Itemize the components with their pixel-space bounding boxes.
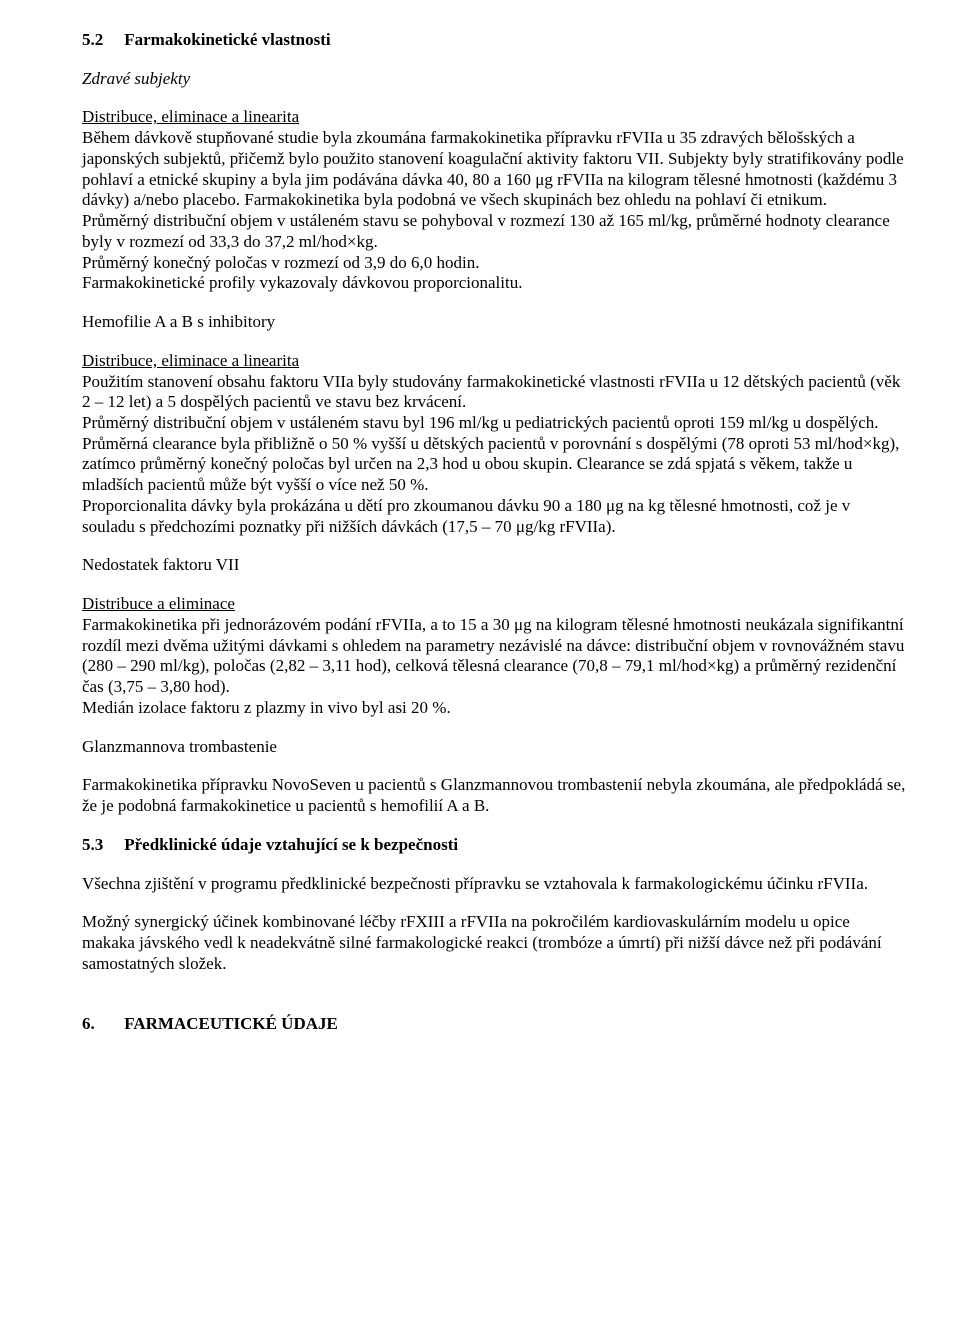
paragraph-text: Použitím stanovení obsahu faktoru VIIa b… bbox=[82, 372, 906, 413]
section-6-title: FARMACEUTICKÉ ÚDAJE bbox=[124, 1014, 338, 1033]
paragraph-text: Průměrný distribuční objem v ustáleném s… bbox=[82, 413, 906, 434]
zdrave-subjekty-heading: Zdravé subjekty bbox=[82, 69, 906, 90]
paragraph-text: Všechna zjištění v programu předklinické… bbox=[82, 874, 906, 895]
section-5-2-title: Farmakokinetické vlastnosti bbox=[124, 30, 330, 49]
nedostatek-heading: Nedostatek faktoru VII bbox=[82, 555, 906, 576]
distribuce-heading-3: Distribuce a eliminace bbox=[82, 594, 906, 615]
section-5-3-title: Předklinické údaje vztahující se k bezpe… bbox=[124, 835, 458, 854]
section-6-heading: 6. FARMACEUTICKÉ ÚDAJE bbox=[82, 1014, 906, 1035]
section-5-3-heading: 5.3 Předklinické údaje vztahující se k b… bbox=[82, 835, 906, 856]
section-5-3-number: 5.3 bbox=[82, 835, 120, 856]
paragraph-text: Během dávkově stupňované studie byla zko… bbox=[82, 128, 906, 211]
paragraph-text: Proporcionalita dávky byla prokázána u d… bbox=[82, 496, 906, 537]
hemofilie-heading: Hemofilie A a B s inhibitory bbox=[82, 312, 906, 333]
paragraph-text: Možný synergický účinek kombinované léčb… bbox=[82, 912, 906, 974]
paragraph-text: Farmakokinetika přípravku NovoSeven u pa… bbox=[82, 775, 906, 816]
distribuce-heading-1: Distribuce, eliminace a linearita bbox=[82, 107, 906, 128]
section-5-2-heading: 5.2 Farmakokinetické vlastnosti bbox=[82, 30, 906, 51]
paragraph-text: Medián izolace faktoru z plazmy in vivo … bbox=[82, 698, 906, 719]
paragraph-text: Farmakokinetika při jednorázovém podání … bbox=[82, 615, 906, 698]
section-5-2-number: 5.2 bbox=[82, 30, 120, 51]
section-6-number: 6. bbox=[82, 1014, 120, 1035]
glanzmann-heading: Glanzmannova trombastenie bbox=[82, 737, 906, 758]
paragraph-text: Průměrný distribuční objem v ustáleném s… bbox=[82, 211, 906, 252]
distribuce-heading-2: Distribuce, eliminace a linearita bbox=[82, 351, 906, 372]
paragraph-text: Farmakokinetické profily vykazovaly dávk… bbox=[82, 273, 906, 294]
paragraph-text: Průměrná clearance byla přibližně o 50 %… bbox=[82, 434, 906, 496]
paragraph-text: Průměrný konečný poločas v rozmezí od 3,… bbox=[82, 253, 906, 274]
